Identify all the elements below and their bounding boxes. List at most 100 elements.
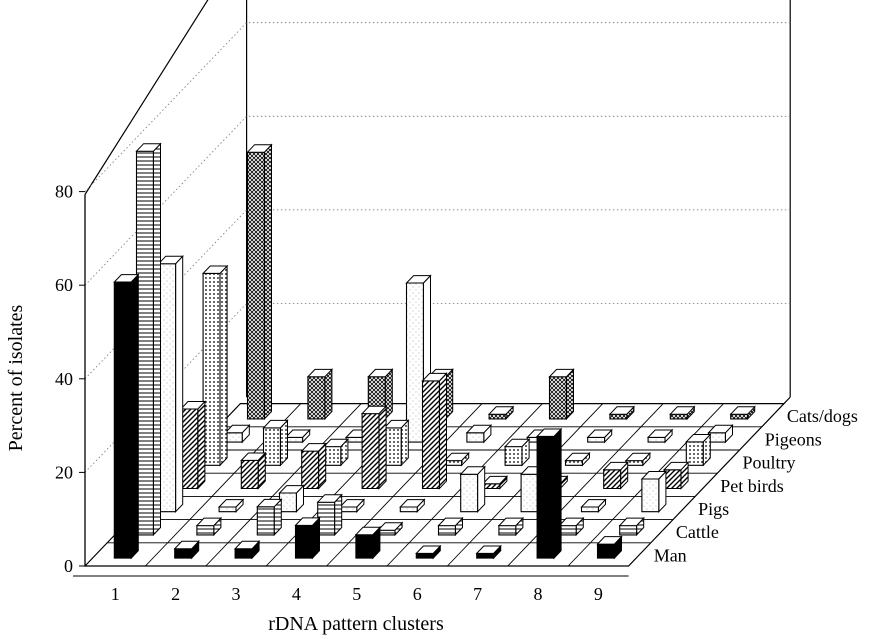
bar xyxy=(475,544,502,560)
bar-front xyxy=(609,413,628,420)
bar-top xyxy=(246,144,273,153)
bar-front xyxy=(488,413,507,420)
series-label: Pigs xyxy=(698,499,729,519)
bar-side xyxy=(324,368,333,421)
bar-top xyxy=(421,372,448,382)
bar xyxy=(284,428,311,444)
bar-top xyxy=(465,424,493,434)
bar-front xyxy=(548,376,567,420)
bar-front xyxy=(135,150,154,536)
bar-side xyxy=(175,254,184,513)
bar-front xyxy=(405,282,424,443)
x-axis-label: rDNA pattern clusters xyxy=(268,613,444,635)
floor-line xyxy=(205,403,362,567)
bar-front xyxy=(460,473,479,513)
bar xyxy=(535,427,563,560)
bar-front xyxy=(355,534,374,559)
bar-front xyxy=(246,151,265,420)
bar xyxy=(294,516,321,560)
bar-front xyxy=(317,501,336,536)
bar-front xyxy=(641,478,660,513)
floor-line xyxy=(507,403,664,567)
bar-front xyxy=(339,506,358,513)
bar xyxy=(443,451,470,467)
bar xyxy=(618,516,645,537)
bar-front xyxy=(685,441,704,466)
bar-top xyxy=(669,406,696,415)
bar-front xyxy=(196,525,215,536)
bar-front xyxy=(174,548,193,559)
bar-front xyxy=(476,552,495,559)
bar-top xyxy=(195,517,223,527)
bar xyxy=(596,535,623,560)
bar-front xyxy=(669,413,688,420)
bar-front xyxy=(377,529,396,536)
bar-top xyxy=(338,499,366,508)
bar-side xyxy=(263,143,272,421)
bar xyxy=(646,428,674,444)
bar xyxy=(685,433,712,467)
bar xyxy=(262,419,289,467)
bar-top xyxy=(729,406,756,415)
bar-front xyxy=(603,469,622,490)
bar-top xyxy=(399,499,426,508)
bar xyxy=(233,540,261,560)
bar xyxy=(548,368,575,421)
y-tick-label: 0 xyxy=(64,556,73,576)
y-tick-label: 20 xyxy=(55,462,73,482)
gridline xyxy=(84,303,791,473)
bar xyxy=(256,498,283,537)
bar-top xyxy=(376,522,404,531)
bar-top xyxy=(481,475,509,485)
bar-top xyxy=(354,526,382,536)
bar-side xyxy=(378,404,387,490)
bar-top xyxy=(360,405,388,415)
x-tick-label: 4 xyxy=(292,584,301,604)
bar-front xyxy=(663,469,682,490)
bar-top xyxy=(437,517,464,527)
floor-line xyxy=(326,403,483,567)
bar-front xyxy=(580,506,599,513)
bar-front xyxy=(596,543,615,559)
bar-side xyxy=(219,264,228,467)
x-tick-label: 9 xyxy=(594,584,603,604)
bar-front xyxy=(437,525,456,536)
bar-top xyxy=(217,499,245,508)
bar-top xyxy=(558,517,585,527)
bar-top xyxy=(367,368,394,378)
bar-top xyxy=(201,265,229,274)
bar-front xyxy=(345,436,364,443)
bar-front xyxy=(262,427,281,466)
bar xyxy=(338,498,366,513)
bar-top xyxy=(624,452,652,462)
bar xyxy=(415,544,442,560)
bar-front xyxy=(625,460,644,466)
bar-front xyxy=(399,506,418,513)
bar-front xyxy=(558,525,577,536)
bar xyxy=(564,451,591,467)
bar-top xyxy=(294,517,321,526)
floor-edge xyxy=(783,396,791,405)
bar-top xyxy=(322,438,350,448)
bar xyxy=(240,451,267,490)
bar xyxy=(217,498,245,513)
bar-front xyxy=(415,552,434,559)
bar-front xyxy=(218,506,237,513)
bar-front xyxy=(301,450,320,490)
bar xyxy=(354,526,382,560)
bar xyxy=(602,461,629,490)
bar xyxy=(459,465,486,513)
bar xyxy=(558,516,585,537)
bar xyxy=(383,419,410,467)
bar-top xyxy=(548,368,575,378)
series-label: Cats/dogs xyxy=(787,406,858,426)
series-labels: Man Cattle Pigs Pet birds Poultry Pigeons Cats… xyxy=(654,406,858,565)
bar-top xyxy=(586,429,613,438)
bar xyxy=(580,498,607,513)
x-tick-label: 6 xyxy=(413,584,422,604)
bar-front xyxy=(444,460,463,466)
x-tick-label: 7 xyxy=(473,584,482,604)
bar-side xyxy=(152,142,161,537)
bar-front xyxy=(113,281,132,559)
bar-top xyxy=(596,536,623,545)
